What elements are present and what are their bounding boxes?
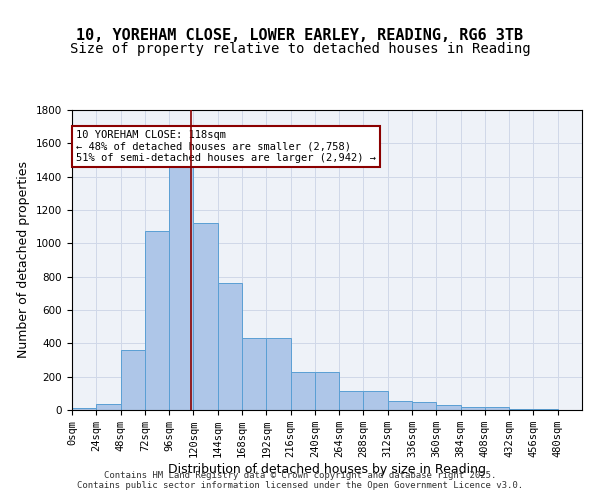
Bar <box>436 405 461 410</box>
Bar <box>509 409 533 410</box>
Bar <box>145 231 169 410</box>
Bar <box>339 391 364 410</box>
Bar <box>266 338 290 410</box>
Bar <box>485 406 509 410</box>
Text: Size of property relative to detached houses in Reading: Size of property relative to detached ho… <box>70 42 530 56</box>
Bar <box>72 408 96 410</box>
Text: 10 YOREHAM CLOSE: 118sqm
← 48% of detached houses are smaller (2,758)
51% of sem: 10 YOREHAM CLOSE: 118sqm ← 48% of detach… <box>76 130 376 163</box>
Bar <box>388 401 412 410</box>
Bar <box>290 372 315 410</box>
Bar <box>242 338 266 410</box>
Text: 10, YOREHAM CLOSE, LOWER EARLEY, READING, RG6 3TB: 10, YOREHAM CLOSE, LOWER EARLEY, READING… <box>76 28 524 42</box>
Text: Contains HM Land Registry data © Crown copyright and database right 2025.
Contai: Contains HM Land Registry data © Crown c… <box>77 470 523 490</box>
Y-axis label: Number of detached properties: Number of detached properties <box>17 162 31 358</box>
Bar <box>461 406 485 410</box>
Bar <box>193 224 218 410</box>
Bar <box>364 391 388 410</box>
Bar <box>218 284 242 410</box>
Bar <box>96 404 121 410</box>
Bar <box>121 350 145 410</box>
X-axis label: Distribution of detached houses by size in Reading: Distribution of detached houses by size … <box>168 463 486 476</box>
Bar <box>412 402 436 410</box>
Bar <box>533 409 558 410</box>
Bar <box>169 162 193 410</box>
Bar <box>315 372 339 410</box>
